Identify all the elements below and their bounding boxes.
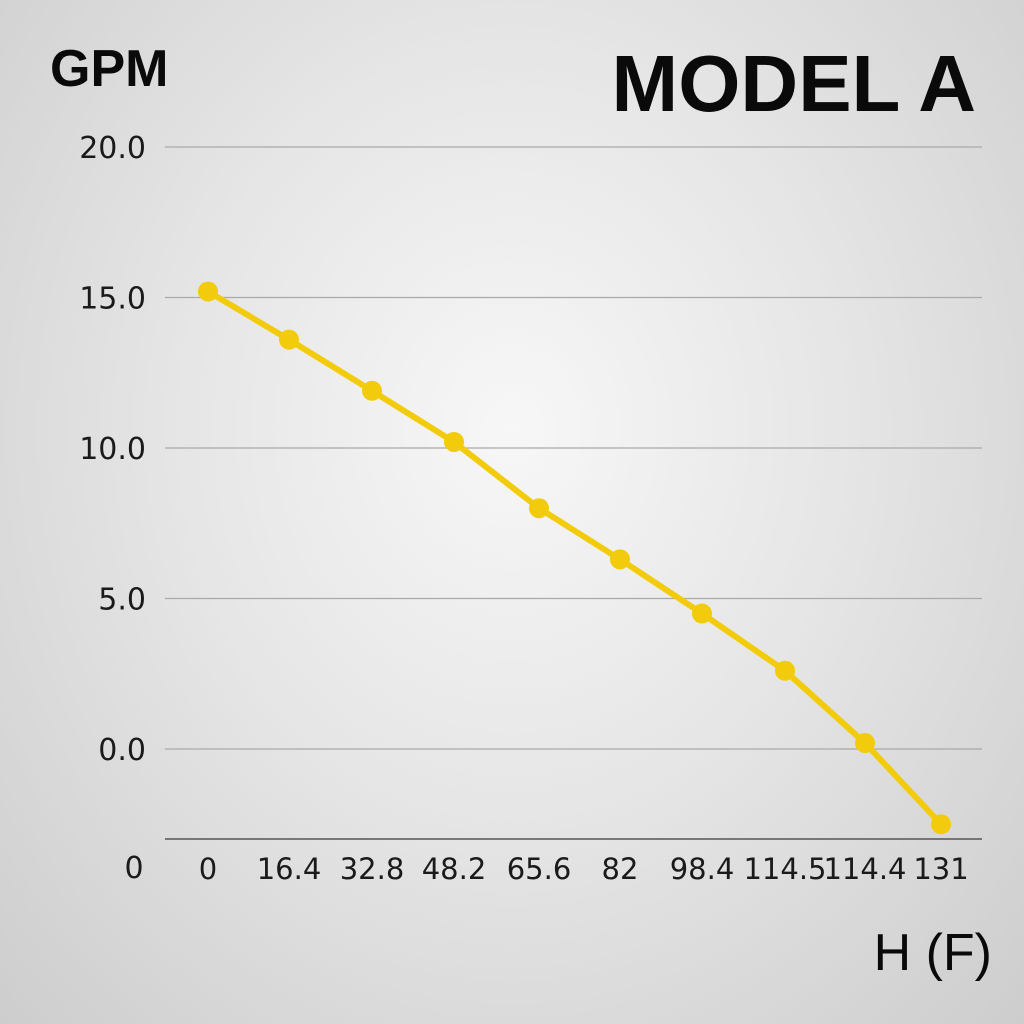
y-tick-label: 5.0 bbox=[98, 583, 146, 618]
x-axis-title: H (F) bbox=[874, 924, 992, 982]
origin-label: 0 bbox=[124, 851, 143, 886]
y-tick-label: 10.0 bbox=[79, 432, 146, 467]
x-tick-label: 16.4 bbox=[257, 852, 322, 886]
y-axis-title: GPM bbox=[50, 40, 168, 98]
y-tick-label: 15.0 bbox=[79, 282, 146, 317]
x-tick-label: 82 bbox=[602, 852, 639, 886]
data-point bbox=[279, 329, 299, 350]
x-tick-label: 32.8 bbox=[340, 852, 405, 886]
data-point bbox=[855, 732, 875, 753]
data-point bbox=[931, 814, 951, 835]
y-tick-label: 20.0 bbox=[79, 131, 146, 166]
x-tick-label: 48.2 bbox=[422, 852, 487, 886]
x-tick-label: 131 bbox=[913, 852, 968, 886]
x-tick-label: 114.5 bbox=[743, 852, 826, 886]
data-point bbox=[692, 603, 712, 624]
x-tick-label: 98.4 bbox=[670, 852, 735, 886]
x-tick-label: 65.6 bbox=[507, 852, 572, 886]
data-point bbox=[610, 549, 630, 570]
series-layer bbox=[198, 281, 951, 835]
y-tick-labels: 20.0 15.0 10.0 5.0 0.0 bbox=[79, 131, 146, 768]
data-point bbox=[529, 498, 549, 519]
grid-lines bbox=[165, 146, 982, 750]
x-tick-label: 0 bbox=[199, 852, 217, 886]
data-point bbox=[775, 660, 795, 681]
series-line bbox=[205, 288, 944, 828]
data-point bbox=[444, 431, 464, 452]
chart-title: MODEL A bbox=[612, 39, 976, 128]
data-point bbox=[198, 281, 218, 302]
x-tick-label: 114.4 bbox=[823, 852, 906, 886]
y-tick-label: 0.0 bbox=[98, 733, 146, 768]
data-point bbox=[362, 380, 382, 401]
